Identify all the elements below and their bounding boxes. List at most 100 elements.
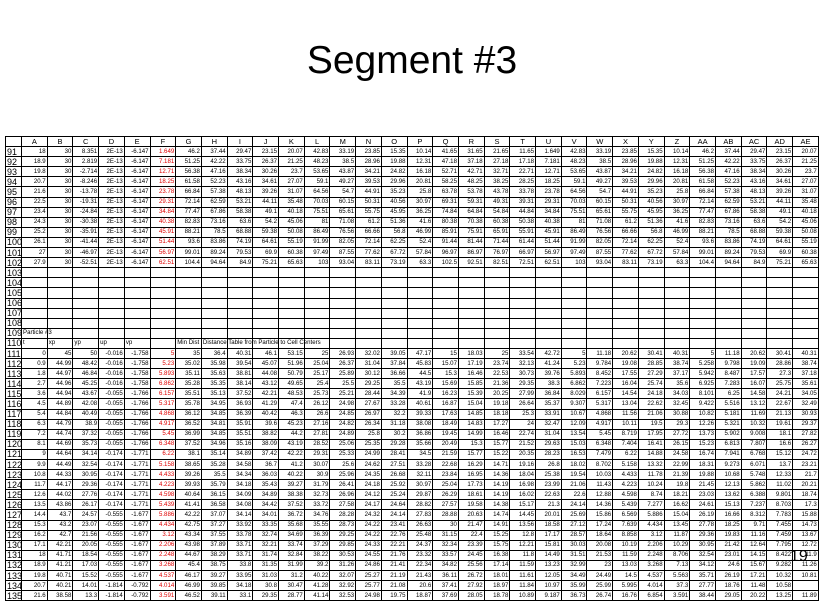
cell[interactable]: 50.08 xyxy=(278,226,305,238)
cell[interactable]: 34.21 xyxy=(612,166,639,178)
cell[interactable] xyxy=(509,267,537,279)
cell[interactable]: 6.071 xyxy=(740,458,768,471)
cell[interactable]: 32.92 xyxy=(329,580,357,592)
row-number[interactable]: 110 xyxy=(5,337,22,349)
cell[interactable]: 25.8 xyxy=(355,428,382,440)
cell[interactable]: 74.19 xyxy=(226,236,254,249)
cell[interactable] xyxy=(175,297,202,309)
cell[interactable]: 37.29 xyxy=(303,539,331,551)
cell[interactable]: 5.45 xyxy=(149,428,177,440)
cell[interactable]: 26.63 xyxy=(406,519,434,531)
column-header-z[interactable]: Z xyxy=(663,135,691,148)
column-header-d[interactable]: D xyxy=(98,135,125,148)
cell[interactable]: yp xyxy=(72,337,100,349)
cell[interactable]: 59.1 xyxy=(303,176,331,188)
cell[interactable]: 5.321 xyxy=(714,418,742,430)
cell[interactable]: 44.89 xyxy=(46,398,74,410)
cell[interactable]: 24.49 xyxy=(586,570,614,582)
cell[interactable]: 4.537 xyxy=(149,570,177,582)
cell[interactable] xyxy=(355,277,382,289)
cell[interactable]: 43.16 xyxy=(740,176,768,188)
cell[interactable]: 29.3 xyxy=(663,418,691,430)
cell[interactable]: 10.32 xyxy=(740,418,768,430)
cell[interactable] xyxy=(792,287,819,299)
cell[interactable]: 40.18 xyxy=(278,206,305,218)
cell[interactable]: 25.35 xyxy=(355,438,382,450)
cell[interactable]: 34.84 xyxy=(149,206,177,218)
cell[interactable]: 21.06 xyxy=(637,408,665,420)
cell[interactable]: 63.6 xyxy=(740,216,768,228)
column-header-ad[interactable]: AD xyxy=(766,135,794,148)
cell[interactable]: 18.9 xyxy=(21,156,48,168)
cell[interactable]: 93.04 xyxy=(329,257,357,269)
cell[interactable] xyxy=(278,297,305,309)
cell[interactable]: 81 xyxy=(303,216,331,228)
cell[interactable]: 8.706 xyxy=(663,549,691,561)
cell[interactable]: 32.53 xyxy=(329,590,357,601)
column-header-e[interactable]: E xyxy=(123,135,151,148)
cell[interactable]: 38.3 xyxy=(535,378,562,390)
cell[interactable]: -0.555 xyxy=(98,559,125,572)
cell[interactable]: 15.12 xyxy=(766,448,794,461)
cell[interactable]: 24.22 xyxy=(355,519,382,531)
cell[interactable]: 2E-13 xyxy=(98,216,125,228)
cell[interactable]: 37.32 xyxy=(72,428,100,440)
cell[interactable]: 37.42 xyxy=(252,448,280,461)
cell[interactable]: 16.38 xyxy=(483,549,511,561)
cell[interactable]: 14.01 xyxy=(72,580,100,592)
cell[interactable]: -0.792 xyxy=(123,580,151,592)
cell[interactable]: 10.82 xyxy=(689,408,716,420)
cell[interactable]: -0.555 xyxy=(98,539,125,551)
cell[interactable]: 11.02 xyxy=(766,479,794,491)
column-header-ac[interactable]: AC xyxy=(740,135,768,148)
cell[interactable]: 33.75 xyxy=(226,156,254,168)
cell[interactable]: 4.434 xyxy=(149,519,177,531)
cell[interactable]: 46.99 xyxy=(406,226,434,238)
cell[interactable]: -30.38 xyxy=(72,216,100,228)
cell[interactable]: 27.16 xyxy=(303,418,331,430)
cell[interactable]: 27.82 xyxy=(792,428,819,440)
cell[interactable]: 2E-13 xyxy=(98,196,125,208)
cell[interactable]: 59.31 xyxy=(457,196,485,208)
cell[interactable]: 12.21 xyxy=(509,539,537,551)
cell[interactable]: 20.01 xyxy=(535,509,562,521)
cell[interactable]: 11.18 xyxy=(586,347,614,360)
row-number[interactable]: 93 xyxy=(5,166,22,178)
cell[interactable]: 42.71 xyxy=(457,166,485,178)
cell[interactable]: 30.03 xyxy=(560,539,588,551)
cell[interactable]: 9.422 xyxy=(689,398,716,410)
cell[interactable]: 21.7 xyxy=(792,469,819,481)
cell[interactable] xyxy=(637,327,665,339)
cell[interactable]: 28.73 xyxy=(329,519,357,531)
cell[interactable]: 72.14 xyxy=(355,236,382,249)
cell[interactable]: 49.65 xyxy=(278,378,305,390)
row-number[interactable]: 102 xyxy=(5,257,22,269)
cell[interactable]: 25.04 xyxy=(432,479,459,491)
cell[interactable]: 28.86 xyxy=(766,358,794,370)
cell[interactable]: 30.26 xyxy=(766,166,794,178)
cell[interactable]: 35.23 xyxy=(380,186,408,198)
cell[interactable]: 18 xyxy=(21,146,48,158)
cell[interactable]: 26.41 xyxy=(329,479,357,491)
cell[interactable]: 45.4 xyxy=(175,559,202,572)
cell[interactable] xyxy=(72,287,100,299)
cell[interactable]: 9.784 xyxy=(586,358,614,370)
cell[interactable]: 4.5 xyxy=(21,398,48,410)
cell[interactable]: 26.37 xyxy=(252,156,280,168)
cell[interactable]: 30 xyxy=(46,226,74,238)
cell[interactable]: 72.14 xyxy=(689,196,716,208)
row-number[interactable]: 118 xyxy=(5,418,22,430)
cell[interactable]: 3.268 xyxy=(637,559,665,572)
cell[interactable]: 6.862 xyxy=(149,378,177,390)
cell[interactable]: 44.84 xyxy=(46,408,74,420)
cell[interactable]: -0.055 xyxy=(98,398,125,410)
cell[interactable]: 19.88 xyxy=(380,156,408,168)
cell[interactable]: 11.78 xyxy=(637,469,665,481)
cell[interactable]: 15.86 xyxy=(586,509,614,521)
cell[interactable]: 35.48 xyxy=(278,196,305,208)
cell[interactable] xyxy=(406,307,434,319)
cell[interactable]: -1.771 xyxy=(123,489,151,501)
cell[interactable] xyxy=(226,267,254,279)
cell[interactable]: 14.91 xyxy=(483,519,511,531)
cell[interactable]: 37.55 xyxy=(200,529,228,541)
